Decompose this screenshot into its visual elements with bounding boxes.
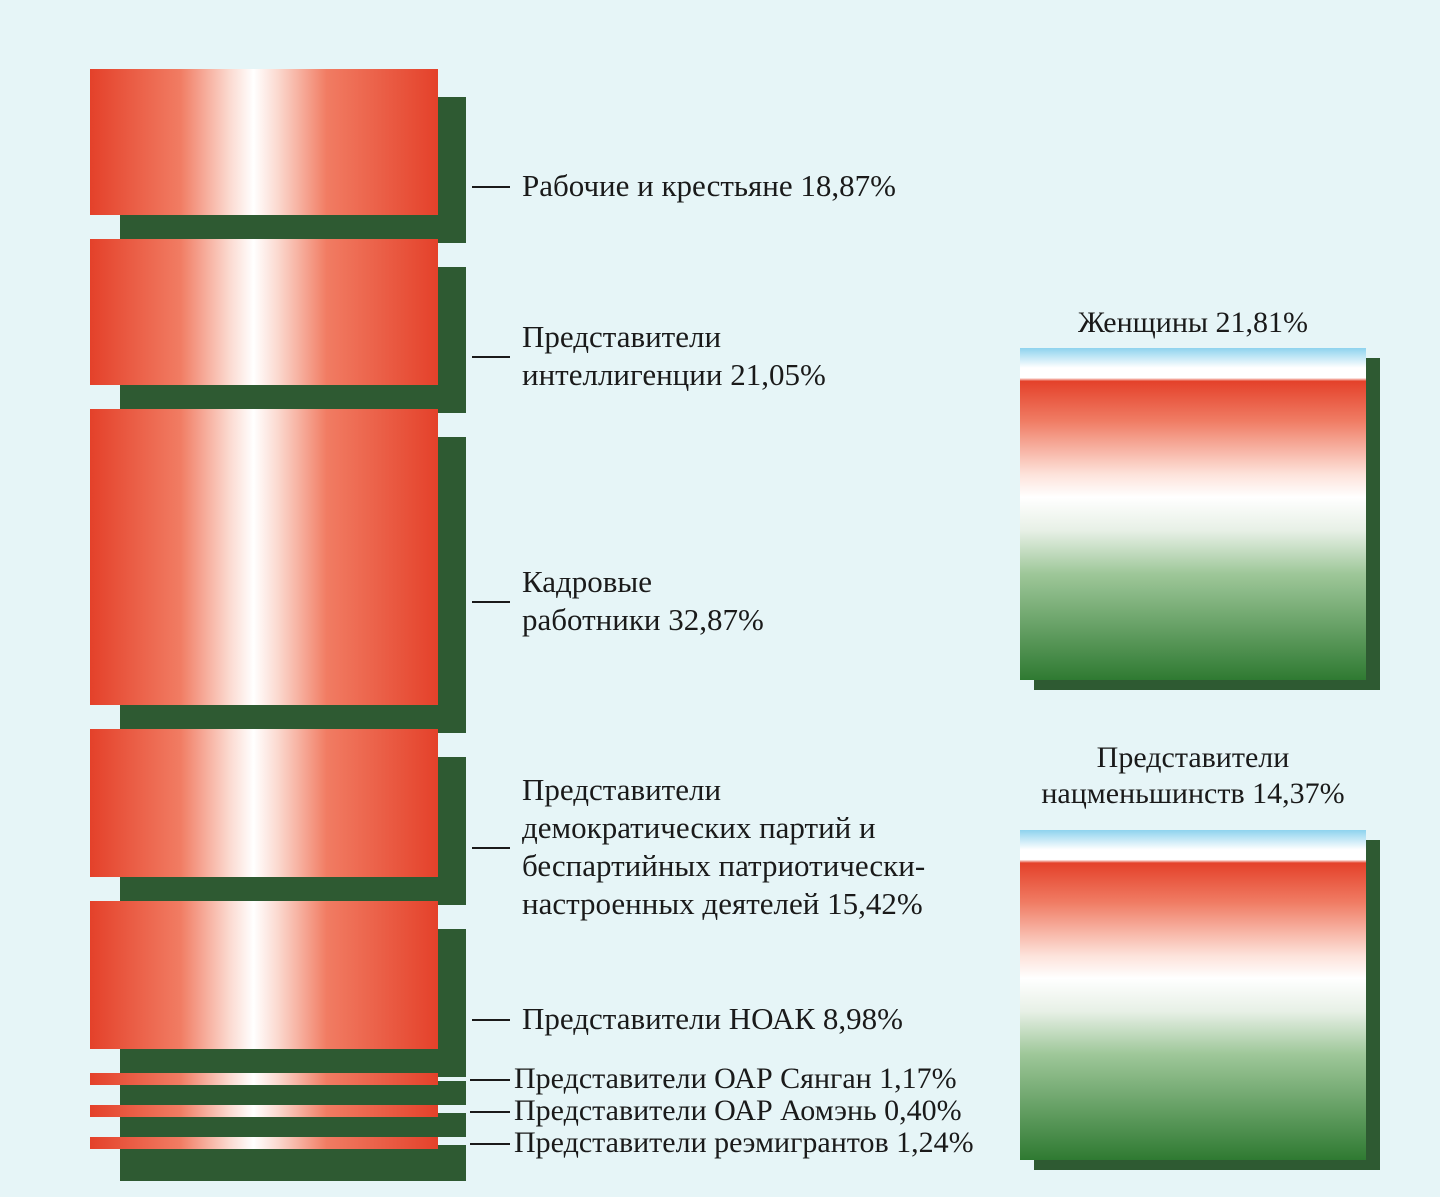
leader-line-4 bbox=[472, 1019, 510, 1021]
leader-line-6 bbox=[470, 1111, 510, 1113]
share-box-title-1-line-0: Представители bbox=[1096, 741, 1290, 774]
share-box-0 bbox=[1020, 348, 1366, 680]
bar-shadow-6 bbox=[120, 1113, 466, 1137]
leader-line-3 bbox=[472, 847, 510, 849]
bar-2 bbox=[90, 409, 438, 705]
bar-4 bbox=[90, 901, 438, 1049]
bar-shadow-base bbox=[120, 1163, 466, 1181]
leader-line-7 bbox=[470, 1143, 510, 1145]
bar-0 bbox=[90, 69, 438, 215]
share-box-title-0-line-0: Женщины 21,81% bbox=[1077, 306, 1309, 339]
bar-label-6-line-0: Представители ОАР Аомэнь 0,40% bbox=[514, 1094, 962, 1127]
bar-1 bbox=[90, 239, 438, 385]
bar-label-1: Представители интеллигенции 21,05% bbox=[522, 318, 826, 394]
bar-label-4-line-0: Представители НОАК 8,98% bbox=[522, 1001, 903, 1036]
bar-label-7-line-0: Представители реэмигрантов 1,24% bbox=[514, 1126, 974, 1159]
bar-shadow-5 bbox=[120, 1081, 466, 1105]
share-box-title-0: Женщины 21,81% bbox=[990, 305, 1396, 341]
bar-label-3-line-3: настроенных деятелей 15,42% bbox=[522, 886, 923, 921]
bar-label-5: Представители ОАР Сянган 1,17% bbox=[514, 1060, 957, 1098]
bar-6 bbox=[90, 1105, 438, 1117]
bar-label-6: Представители ОАР Аомэнь 0,40% bbox=[514, 1092, 962, 1130]
bar-7 bbox=[90, 1137, 438, 1149]
bar-label-3: Представители демократических партий и бес… bbox=[522, 771, 925, 923]
bar-label-3-line-1: демократических партий и bbox=[522, 810, 876, 845]
leader-line-1 bbox=[472, 356, 510, 358]
bar-label-1-line-1: интеллигенции 21,05% bbox=[522, 357, 826, 392]
bar-label-5-line-0: Представители ОАР Сянган 1,17% bbox=[514, 1062, 957, 1095]
leader-line-5 bbox=[470, 1079, 510, 1081]
bar-label-3-line-0: Представители bbox=[522, 772, 722, 807]
leader-line-0 bbox=[472, 186, 510, 188]
bar-label-2-line-0: Кадровые bbox=[522, 564, 653, 599]
leader-line-2 bbox=[472, 601, 510, 603]
bar-5 bbox=[90, 1073, 438, 1085]
bar-label-0-line-0: Рабочие и крестьяне 18,87% bbox=[522, 168, 896, 203]
bar-label-3-line-2: беспартийных патриотически- bbox=[522, 848, 926, 883]
bar-label-0: Рабочие и крестьяне 18,87% bbox=[522, 167, 896, 205]
share-box-1 bbox=[1020, 830, 1366, 1160]
bar-label-2: Кадровые работники 32,87% bbox=[522, 563, 764, 639]
bar-label-7: Представители реэмигрантов 1,24% bbox=[514, 1124, 974, 1162]
share-box-title-1: Представители нацменьшинств 14,37% bbox=[990, 740, 1396, 812]
bar-label-1-line-0: Представители bbox=[522, 319, 722, 354]
bar-label-4: Представители НОАК 8,98% bbox=[522, 1000, 903, 1038]
share-box-title-1-line-1: нацменьшинств 14,37% bbox=[1041, 777, 1345, 810]
bar-label-2-line-1: работники 32,87% bbox=[522, 602, 764, 637]
bar-3 bbox=[90, 729, 438, 877]
